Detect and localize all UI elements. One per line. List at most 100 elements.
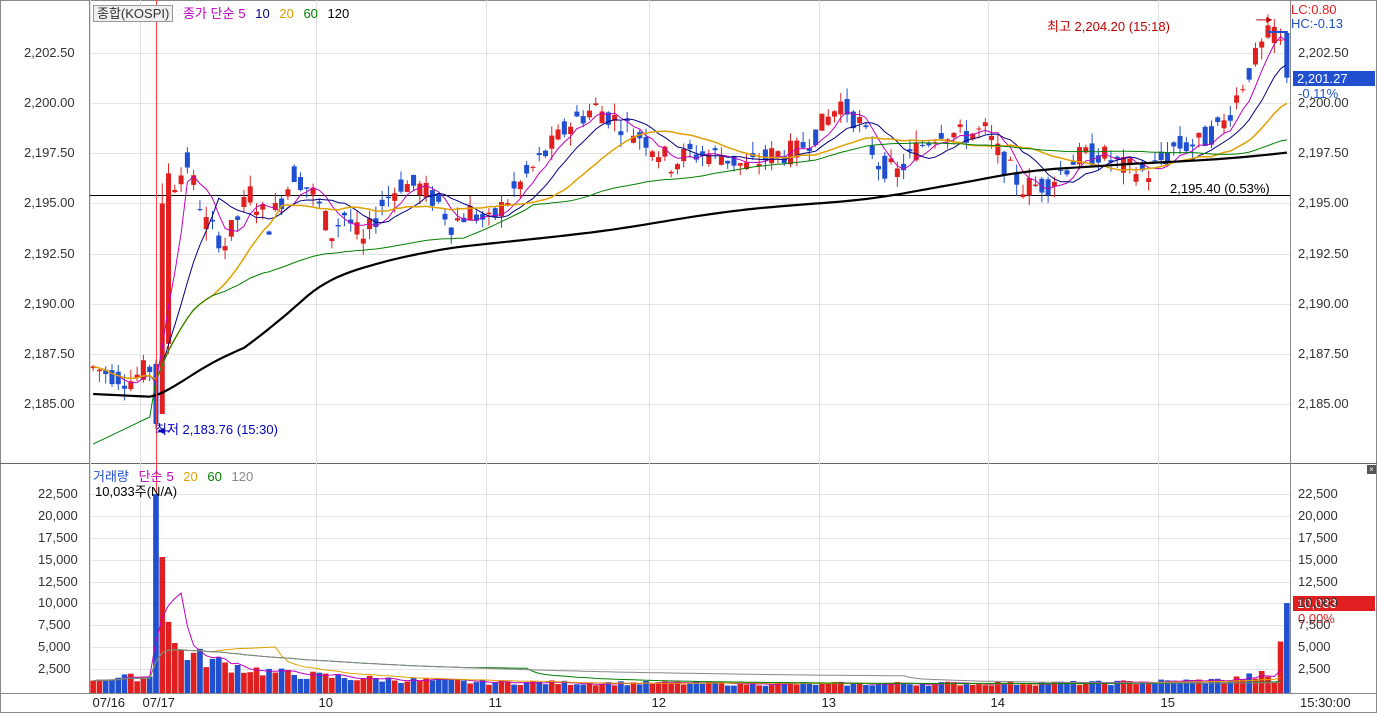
reference-line-label: 2,195.40 (0.53%) [1170,181,1270,196]
volume-bar [800,682,806,693]
volume-y-tick-right: 10,000 [1298,594,1338,610]
candle-body [989,135,995,141]
volume-bar [329,677,335,693]
price-y-tick-left: 2,190.00 [24,295,75,311]
high-marker-arrowhead [1266,16,1273,23]
candle-body [894,168,900,178]
volume-bar [197,648,203,693]
volume-bar [303,678,310,693]
last-bar-bracket [1268,30,1288,78]
price-y-tick-right: 2,195.00 [1298,194,1349,210]
volume-bar [1214,678,1221,693]
volume-bar [662,681,668,693]
candle-body [385,196,391,199]
volume-bar [1170,680,1177,693]
price-y-tick-right: 2,197.50 [1298,144,1349,160]
candle-body [1051,181,1057,187]
current-volume-change: 0.00% [1298,611,1335,626]
candle-body [1007,159,1013,161]
volume-current-text: 10,033주(N/A) [95,484,178,499]
volume-ma-120-label: 120 [231,469,254,484]
volume-bar [1271,682,1278,693]
volume-bar [146,676,153,693]
volume-bar [373,678,379,693]
volume-bar [1202,683,1209,693]
volume-bar [756,685,762,693]
volume-bar [1095,680,1102,693]
volume-ma-60-label: 60 [207,469,222,484]
candle-body [825,116,831,125]
volume-y-tick-left: 2,500 [38,660,71,676]
candle-body [178,175,184,185]
price-y-tick-right: 2,200.00 [1298,94,1349,110]
candle-body [429,190,435,206]
candle-body [1033,184,1039,187]
candle-body [1108,160,1114,163]
volume-bar [900,683,907,693]
volume-bars [90,494,1290,693]
volume-bar [322,673,329,693]
candle-body [203,217,209,230]
candle-body [360,238,366,244]
candle-body [1001,151,1007,176]
price-y-tick-left: 2,187.50 [24,345,75,361]
volume-bar [712,683,718,693]
price-y-tick-left: 2,185.00 [24,395,75,411]
ma-120-line [93,151,1288,398]
candle-body [938,133,944,139]
volume-legend: 거래량 단순 5 20 60 120 [93,466,259,485]
price-y-tick-left: 2,195.00 [24,194,75,210]
volume-y-tick-right: 12,500 [1298,573,1338,589]
candle-body [1240,89,1246,91]
volume-y-tick-left: 7,500 [38,616,71,632]
volume-bar [297,678,304,693]
volume-bar [787,682,794,693]
candle-body [1133,174,1139,182]
candle-body [473,214,479,221]
candle-body [417,183,423,195]
candle-body [122,385,128,389]
volume-bar [1133,684,1139,693]
volume-bar [743,684,750,693]
candle-body [844,99,850,115]
candle-body [455,218,461,221]
candle-body [241,196,247,207]
ma-20-label: 20 [279,6,294,21]
candle-body [926,142,932,146]
volume-bar [586,682,593,693]
candle-body [297,177,303,190]
candle-body [718,156,724,165]
candle-body [1095,155,1101,163]
volume-bar [630,682,637,693]
volume-bar [925,685,932,693]
x-tick-label: 13 [821,695,836,710]
candle-body [624,118,630,122]
volume-y-tick-left: 12,500 [38,573,78,589]
close-icon[interactable]: × [1367,465,1376,474]
volume-bar [869,685,876,693]
volume-bar [1158,679,1165,693]
volume-bar [360,678,367,693]
candle-body [191,175,197,185]
volume-bar [907,684,913,693]
volume-bar [454,679,461,693]
symbol-label[interactable]: 종합(KOSPI) [93,5,174,22]
candle-body [260,204,266,210]
candle-body [901,163,907,171]
volume-bar [517,684,524,693]
candle-body [762,149,768,161]
volume-ma-120-line [93,649,1281,684]
volume-bar [492,682,499,693]
ma-20-line [92,102,1288,382]
volume-bar [674,681,681,693]
candle-body [1114,156,1120,160]
candle-body [184,152,190,168]
candle-body [480,213,486,220]
candle-body [1127,158,1133,165]
volume-bar [1108,685,1114,693]
volume-bar [316,672,323,693]
volume-bar [1145,681,1152,693]
